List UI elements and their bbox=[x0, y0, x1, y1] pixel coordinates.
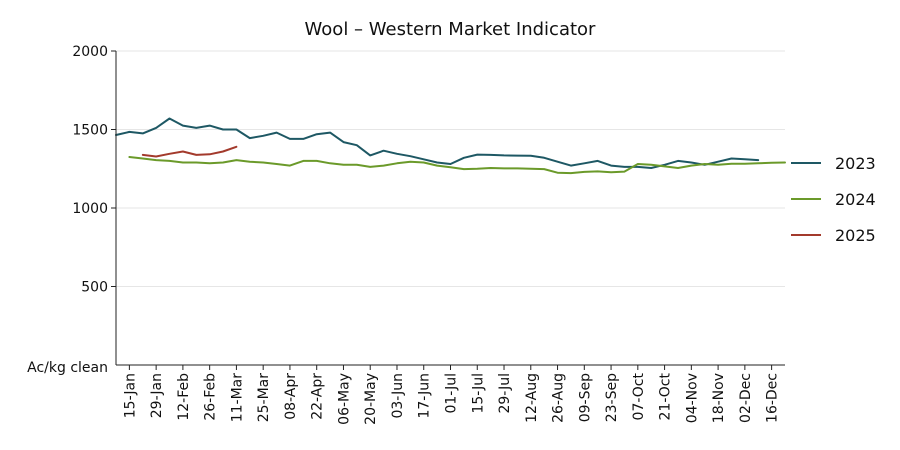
legend-label-2023: 2023 bbox=[835, 154, 876, 173]
y-tick-label-2000: 2000 bbox=[72, 44, 108, 60]
x-tick-label-11-Mar: 11-Mar bbox=[229, 373, 245, 423]
series-line-2023 bbox=[115, 117, 760, 169]
x-tick-label-15-Jan: 15-Jan bbox=[122, 373, 138, 418]
x-tick-label-17-Jun: 17-Jun bbox=[417, 373, 433, 419]
series-line-2025 bbox=[141, 145, 238, 158]
x-tick-label-01-Jul: 01-Jul bbox=[444, 373, 460, 414]
x-tick-label-08-Apr: 08-Apr bbox=[283, 373, 299, 420]
x-tick-label-29-Jul: 29-Jul bbox=[497, 373, 513, 414]
y-tick-label-500: 500 bbox=[81, 280, 108, 296]
y-tick-label-1000: 1000 bbox=[72, 201, 108, 217]
series-lines bbox=[115, 117, 786, 175]
legend: 2023 2024 2025 bbox=[791, 154, 876, 245]
y-axis-unit-label: Ac/kg clean bbox=[27, 360, 108, 376]
x-tick-label-26-Feb: 26-Feb bbox=[203, 373, 219, 421]
series-line-2024 bbox=[128, 156, 786, 175]
x-tick-label-20-May: 20-May bbox=[363, 373, 379, 425]
x-tick-label-03-Jun: 03-Jun bbox=[390, 373, 406, 419]
x-tick-label-21-Oct: 21-Oct bbox=[658, 372, 674, 420]
x-tick-label-02-Dec: 02-Dec bbox=[738, 373, 754, 423]
x-tick-label-18-Nov: 18-Nov bbox=[711, 373, 727, 423]
x-tick-label-06-May: 06-May bbox=[336, 373, 352, 425]
x-tick-label-29-Jan: 29-Jan bbox=[149, 373, 165, 418]
x-tick-label-25-Mar: 25-Mar bbox=[256, 373, 272, 423]
x-tick-label-26-Aug: 26-Aug bbox=[551, 373, 567, 423]
chart-title: Wool – Western Market Indicator bbox=[305, 19, 596, 40]
legend-label-2025: 2025 bbox=[835, 226, 876, 245]
x-tick-label-23-Sep: 23-Sep bbox=[604, 373, 620, 422]
axes: 500 1000 1500 2000 15-Jan 29-Jan 12-Feb 26-Feb 1… bbox=[72, 44, 785, 425]
x-tick-label-12-Feb: 12-Feb bbox=[176, 373, 192, 421]
x-tick-label-15-Jul: 15-Jul bbox=[470, 373, 486, 414]
grid-lines bbox=[116, 50, 785, 287]
y-tick-label-1500: 1500 bbox=[72, 123, 108, 139]
x-tick-label-22-Apr: 22-Apr bbox=[310, 373, 326, 420]
legend-label-2024: 2024 bbox=[835, 190, 876, 209]
x-tick-label-04-Nov: 04-Nov bbox=[684, 373, 700, 423]
x-tick-label-07-Oct: 07-Oct bbox=[631, 372, 647, 420]
x-tick-label-09-Sep: 09-Sep bbox=[577, 373, 593, 422]
x-tick-label-16-Dec: 16-Dec bbox=[765, 373, 781, 423]
x-tick-label-12-Aug: 12-Aug bbox=[524, 373, 540, 423]
